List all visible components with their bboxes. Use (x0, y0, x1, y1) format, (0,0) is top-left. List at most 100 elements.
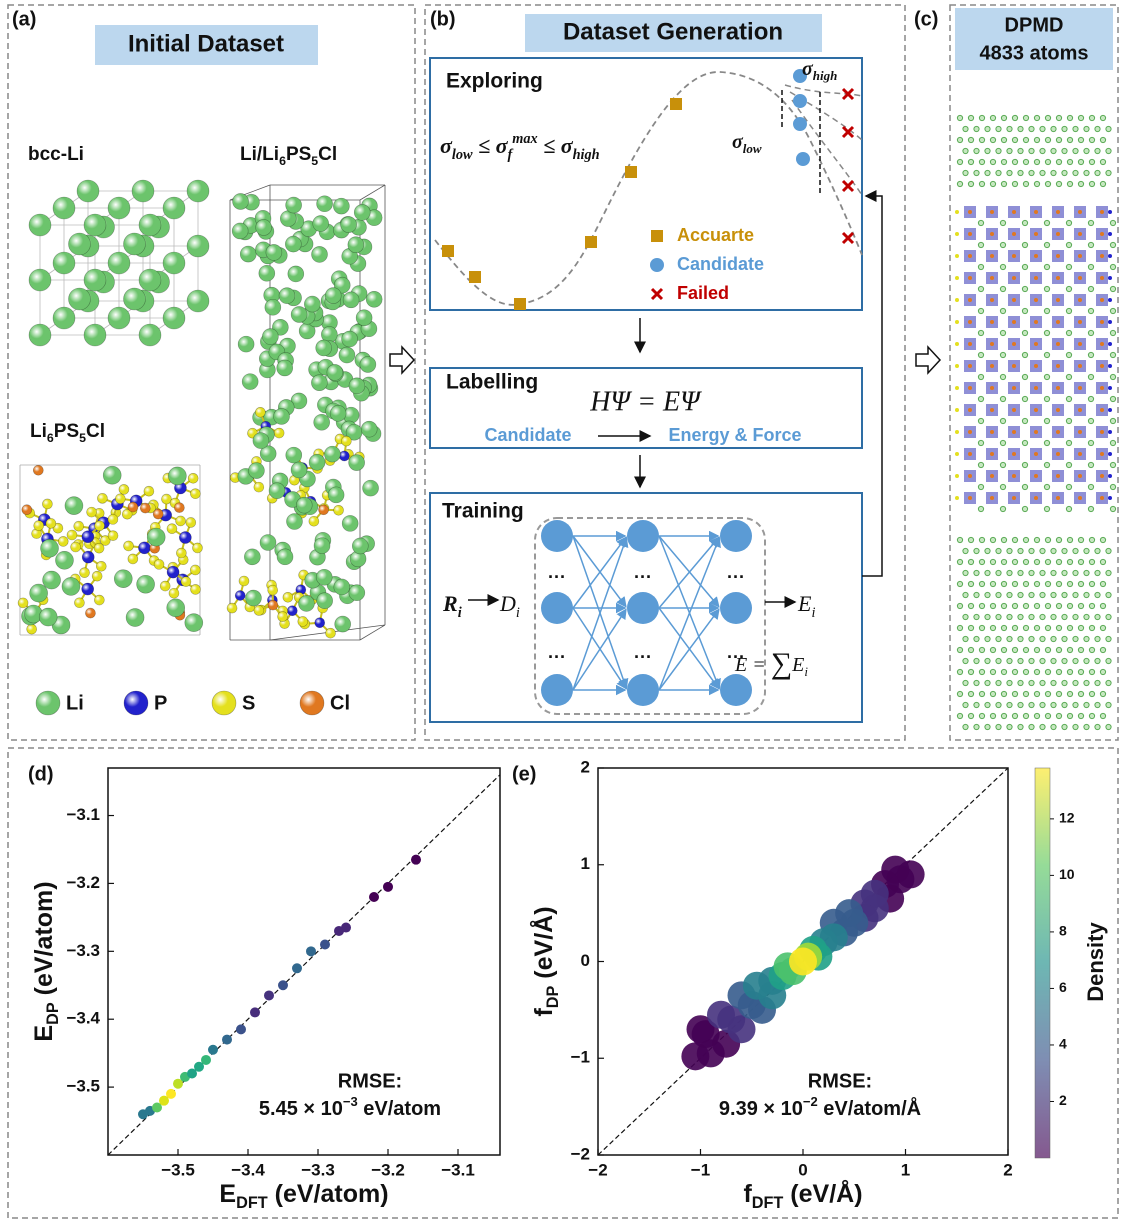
md-atom (1000, 308, 1005, 313)
md-atom (1040, 170, 1045, 175)
md-atom (1045, 581, 1050, 586)
colorbar-tick-label: 6 (1059, 979, 1067, 995)
md-atom (1062, 702, 1067, 707)
md-atom (1066, 352, 1071, 357)
atom (18, 598, 28, 608)
atom (260, 534, 276, 550)
atom (235, 591, 245, 601)
atom (341, 217, 357, 233)
atom (192, 543, 202, 553)
md-atom (968, 408, 972, 412)
md-atom (974, 592, 979, 597)
md-atom (1084, 724, 1089, 729)
md-atom (1056, 559, 1061, 564)
md-atom (1044, 308, 1049, 313)
md-atom (963, 170, 968, 175)
md-atom (978, 374, 983, 379)
atom (128, 502, 138, 512)
md-atom (1106, 614, 1111, 619)
md-atom (985, 548, 990, 553)
md-atom (1078, 364, 1082, 368)
md-atom (968, 496, 972, 500)
step-title: Exploring (446, 70, 543, 93)
md-atom (978, 264, 983, 269)
md-atom (1100, 603, 1105, 608)
accurate-point (469, 271, 481, 283)
md-atom (996, 636, 1001, 641)
md-atom (1084, 592, 1089, 597)
legend-marker (650, 258, 664, 272)
md-atom (1100, 713, 1105, 718)
md-atom (1012, 254, 1016, 258)
md-atom (1078, 430, 1082, 434)
md-atom (974, 636, 979, 641)
md-atom (957, 713, 962, 718)
md-atom (1088, 484, 1093, 489)
md-atom (1023, 713, 1028, 718)
md-atom (1029, 724, 1034, 729)
md-atom (1034, 625, 1039, 630)
md-atom (1045, 115, 1050, 120)
md-atom (1034, 276, 1038, 280)
md-atom (968, 364, 972, 368)
md-atom (985, 636, 990, 641)
atom (62, 577, 80, 595)
panel-label: (b) (430, 8, 456, 30)
atom (253, 433, 269, 449)
atom (366, 291, 382, 307)
md-atom (1029, 170, 1034, 175)
md-atom (1110, 440, 1115, 445)
md-atom (1078, 669, 1083, 674)
atom (191, 584, 201, 594)
md-atom (1044, 396, 1049, 401)
atom (65, 497, 83, 515)
md-atom (990, 298, 994, 302)
colorbar-tick-label: 8 (1059, 923, 1067, 939)
md-atom (1018, 658, 1023, 663)
md-atom (955, 386, 959, 390)
y-tick-label: 0 (581, 951, 590, 970)
atom (360, 356, 376, 372)
structure-label: Li/Li6PS5Cl (240, 144, 337, 168)
md-atom (985, 724, 990, 729)
panel-title: Dataset Generation (563, 18, 783, 45)
atom (291, 462, 307, 478)
atom (283, 592, 293, 602)
md-atom (1067, 137, 1072, 142)
md-atom (1012, 430, 1016, 434)
md-atom (1084, 126, 1089, 131)
atom (304, 296, 320, 312)
atom (349, 585, 365, 601)
md-atom (968, 647, 973, 652)
md-atom (1056, 276, 1060, 280)
md-atom (1108, 254, 1112, 258)
md-atom (1095, 148, 1100, 153)
md-atom (1045, 603, 1050, 608)
md-atom (1073, 170, 1078, 175)
md-atom (1023, 559, 1028, 564)
atom (30, 584, 48, 602)
md-atom (1029, 658, 1034, 663)
md-atom (1034, 603, 1039, 608)
atom (288, 266, 304, 282)
atom (285, 236, 301, 252)
point (166, 1089, 176, 1099)
md-atom (955, 210, 959, 214)
md-atom (1034, 159, 1039, 164)
md-atom (1018, 636, 1023, 641)
md-atom (1066, 396, 1071, 401)
md-atom (1044, 374, 1049, 379)
figure: (a) Initial Dataset (b) Dataset Generati… (0, 0, 1121, 1220)
text-part: ≤ (538, 133, 561, 158)
md-atom (1056, 408, 1060, 412)
md-atom (996, 548, 1001, 553)
md-atom (1100, 559, 1105, 564)
atom (327, 364, 343, 380)
md-atom (1000, 374, 1005, 379)
md-atom (1078, 386, 1082, 390)
atom (74, 521, 84, 531)
point (320, 940, 330, 950)
md-atom (1108, 320, 1112, 324)
md-atom (955, 474, 959, 478)
point (201, 1055, 211, 1065)
